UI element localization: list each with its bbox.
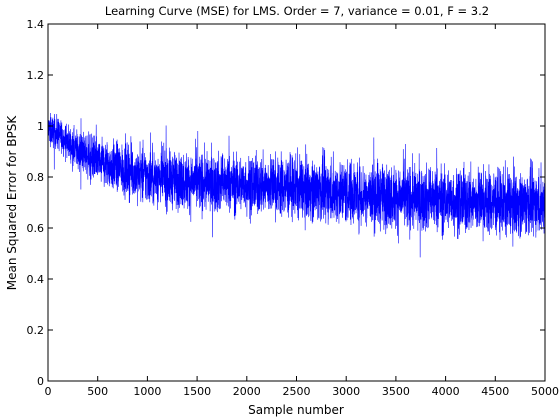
x-tick-label: 0 [45, 385, 52, 398]
y-tick-label: 0.6 [27, 222, 45, 235]
mse-series-line [48, 113, 545, 267]
x-tick-label: 4000 [432, 385, 460, 398]
x-axis-label: Sample number [248, 403, 344, 417]
y-tick-label: 1.4 [27, 18, 45, 31]
y-tick-label: 0 [37, 375, 44, 388]
y-axis-label: Mean Squared Error for BPSK [5, 115, 19, 291]
x-tick-label: 5000 [531, 385, 559, 398]
y-tick-label: 0.8 [27, 171, 45, 184]
y-tick-label: 1.2 [27, 69, 45, 82]
x-tick-label: 2500 [283, 385, 311, 398]
x-tick-label: 2000 [233, 385, 261, 398]
x-tick-label: 500 [87, 385, 108, 398]
plot-frame [47, 23, 546, 382]
x-tick-label: 3500 [382, 385, 410, 398]
x-tick-label: 3000 [332, 385, 360, 398]
x-tick-label: 1500 [183, 385, 211, 398]
y-tick-label: 0.4 [27, 273, 45, 286]
chart-title: Learning Curve (MSE) for LMS. Order = 7,… [105, 4, 489, 18]
y-tick-label: 1 [37, 120, 44, 133]
y-tick-label: 0.2 [27, 324, 45, 337]
x-axis-ticks: 0 500 1000 1500 2000 2500 3000 3500 4000 4500 5000 [45, 24, 559, 398]
x-tick-label: 4500 [481, 385, 509, 398]
x-tick-label: 1000 [133, 385, 161, 398]
y-axis-ticks: 0 0.2 0.4 0.6 0.8 1 1.2 1.4 [27, 18, 545, 388]
